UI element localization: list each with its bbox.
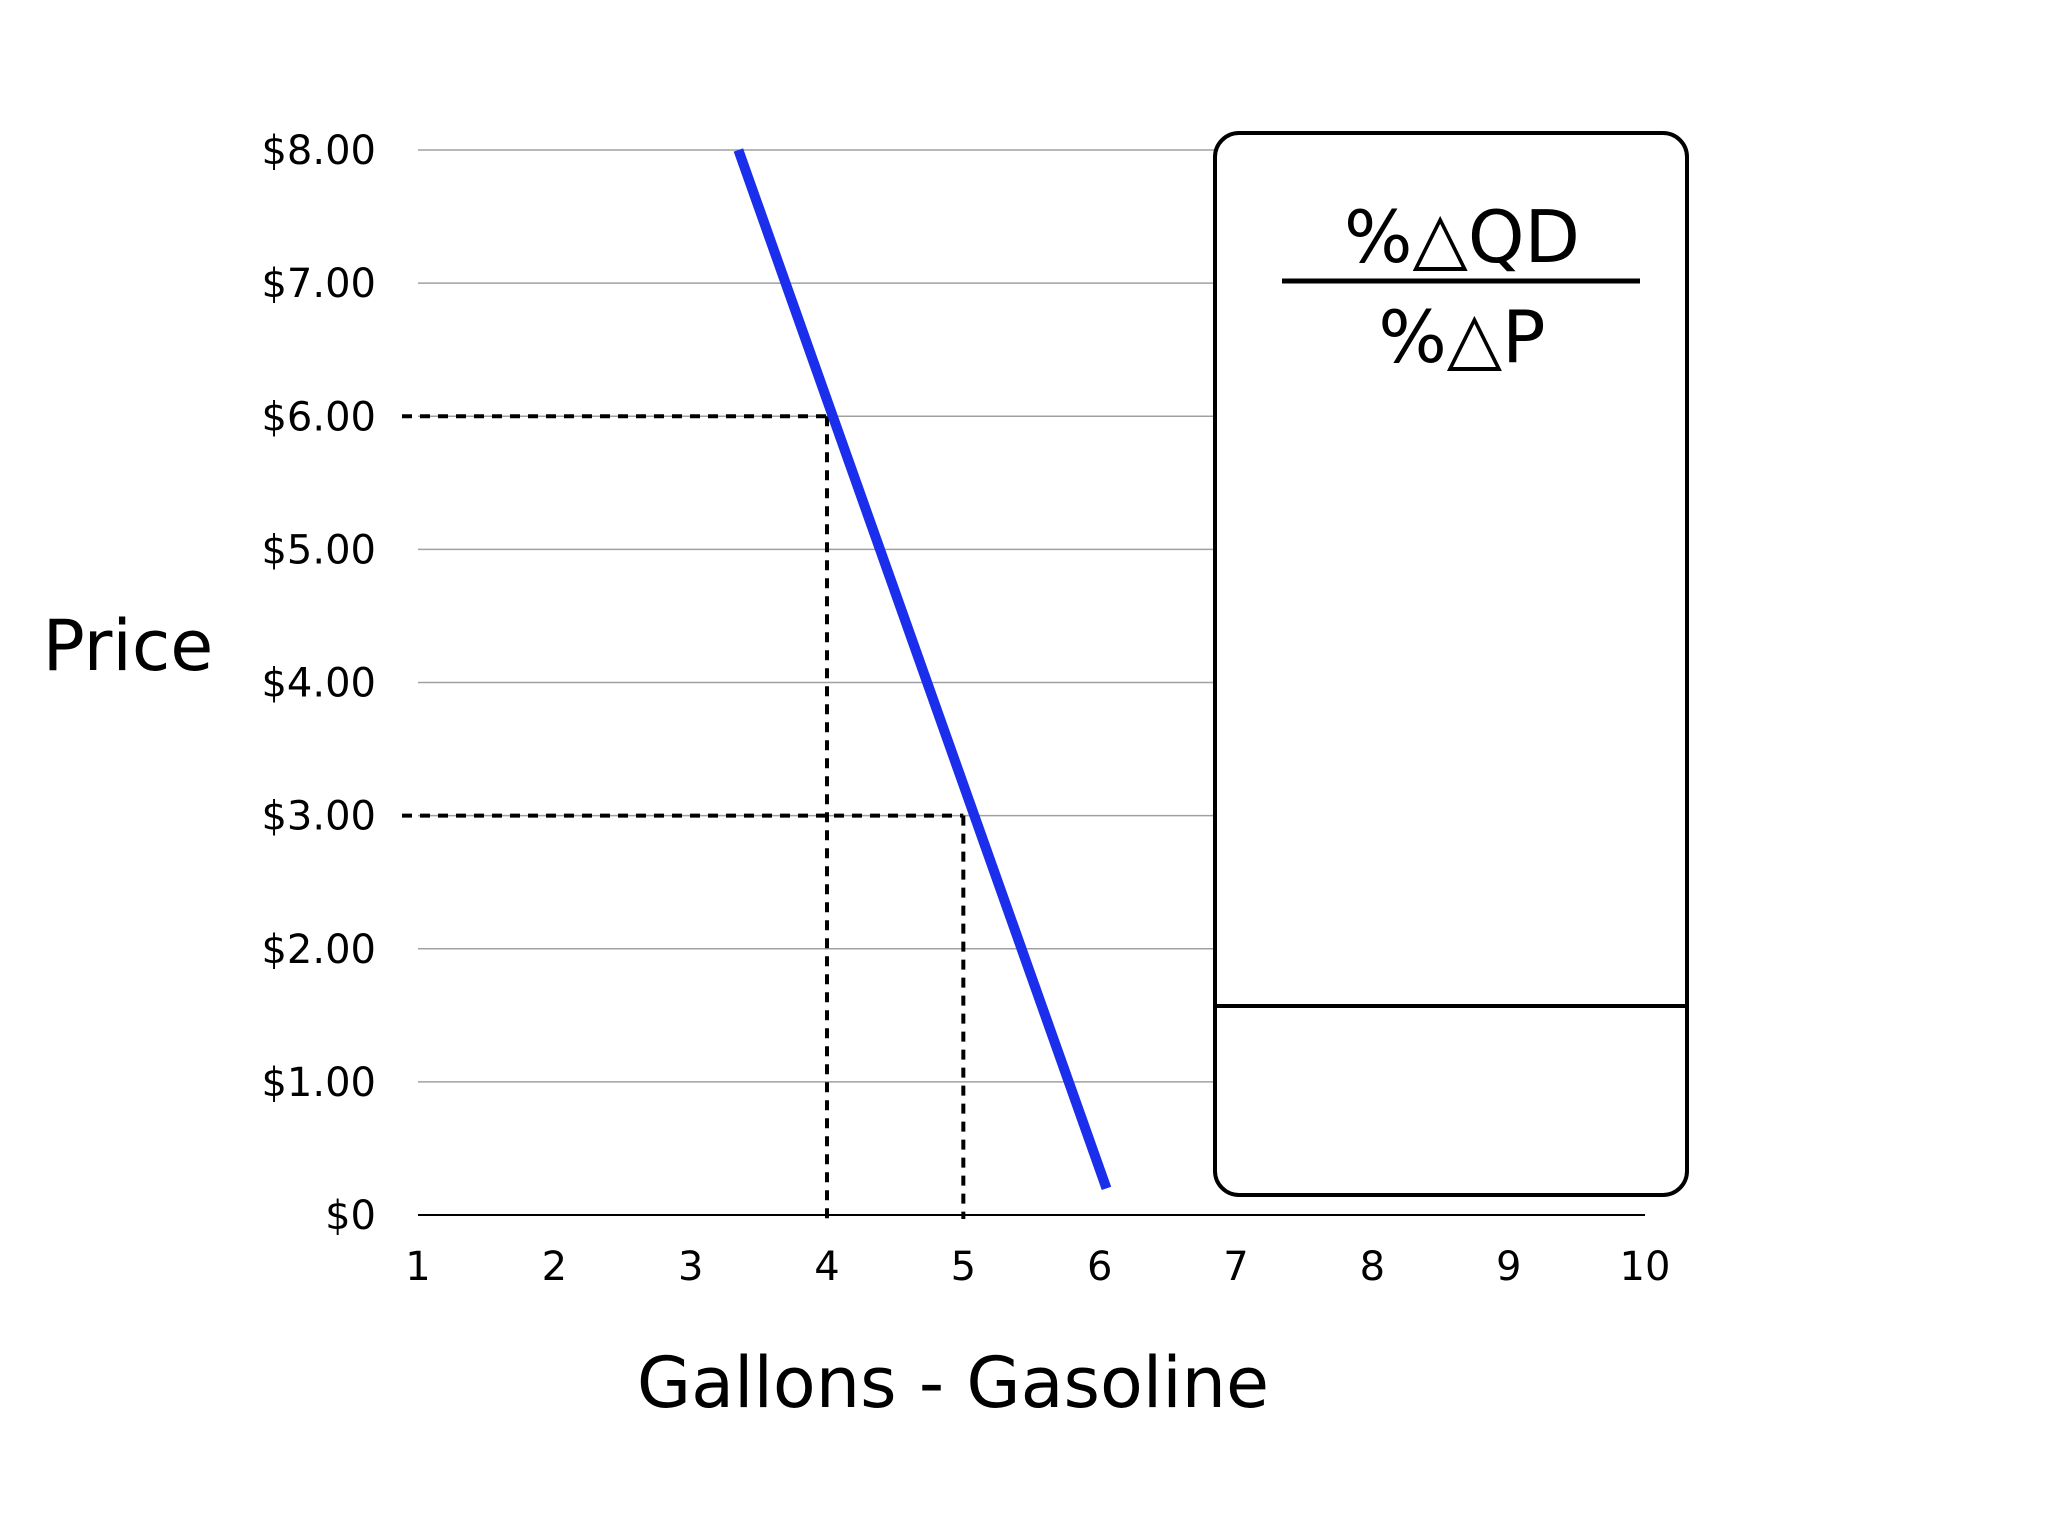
y-tick-label: $5.00 <box>261 527 376 573</box>
y-tick-label: $3.00 <box>261 794 376 840</box>
y-tick-label: $7.00 <box>261 261 376 307</box>
formula-numerator: %△QD <box>1344 195 1580 279</box>
series-group <box>733 148 1112 1191</box>
x-tick-label: 4 <box>814 1244 839 1290</box>
formula-box-frame <box>1213 131 1689 1197</box>
x-tick-label: 10 <box>1620 1244 1671 1290</box>
y-tick-label: $4.00 <box>261 661 376 707</box>
y-tick-label: $2.00 <box>261 927 376 973</box>
formula-box: %△QD %△P <box>1213 131 1689 1197</box>
y-tick-label: $1.00 <box>261 1060 376 1106</box>
demand-curve <box>733 148 1112 1191</box>
x-tick-label: 3 <box>678 1244 703 1290</box>
x-axis-title: Gallons - Gasoline <box>637 1342 1269 1424</box>
x-tick-label: 9 <box>1496 1244 1521 1290</box>
y-tick-label: $0 <box>325 1193 376 1239</box>
y-tick-labels: $0 $1.00 $2.00 $3.00 $4.00 $5.00 $6.00 $7.00 $8.… <box>261 128 376 1239</box>
x-tick-label: 2 <box>542 1244 567 1290</box>
x-tick-label: 1 <box>405 1244 430 1290</box>
y-axis-title: Price <box>43 605 214 687</box>
x-tick-label: 5 <box>951 1244 976 1290</box>
y-tick-label: $8.00 <box>261 128 376 174</box>
reference-lines <box>402 414 966 1219</box>
y-tick-label: $6.00 <box>261 394 376 440</box>
formula-denominator: %△P <box>1378 295 1545 379</box>
grid-lines <box>418 149 1215 1083</box>
x-tick-labels: 1 2 3 4 5 6 7 8 9 10 <box>405 1244 1670 1290</box>
x-tick-label: 8 <box>1360 1244 1385 1290</box>
x-tick-label: 6 <box>1087 1244 1112 1290</box>
x-tick-label: 7 <box>1223 1244 1248 1290</box>
